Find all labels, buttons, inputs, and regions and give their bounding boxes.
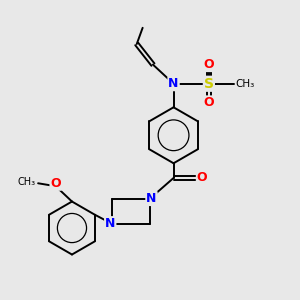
Text: O: O (204, 96, 214, 110)
Text: N: N (146, 192, 157, 205)
Text: O: O (50, 177, 61, 190)
Text: N: N (105, 217, 116, 230)
Text: N: N (168, 77, 179, 90)
Text: O: O (197, 172, 207, 184)
Text: S: S (204, 77, 214, 91)
Text: CH₃: CH₃ (236, 79, 255, 89)
Text: CH₃: CH₃ (17, 177, 35, 187)
Text: O: O (204, 58, 214, 71)
